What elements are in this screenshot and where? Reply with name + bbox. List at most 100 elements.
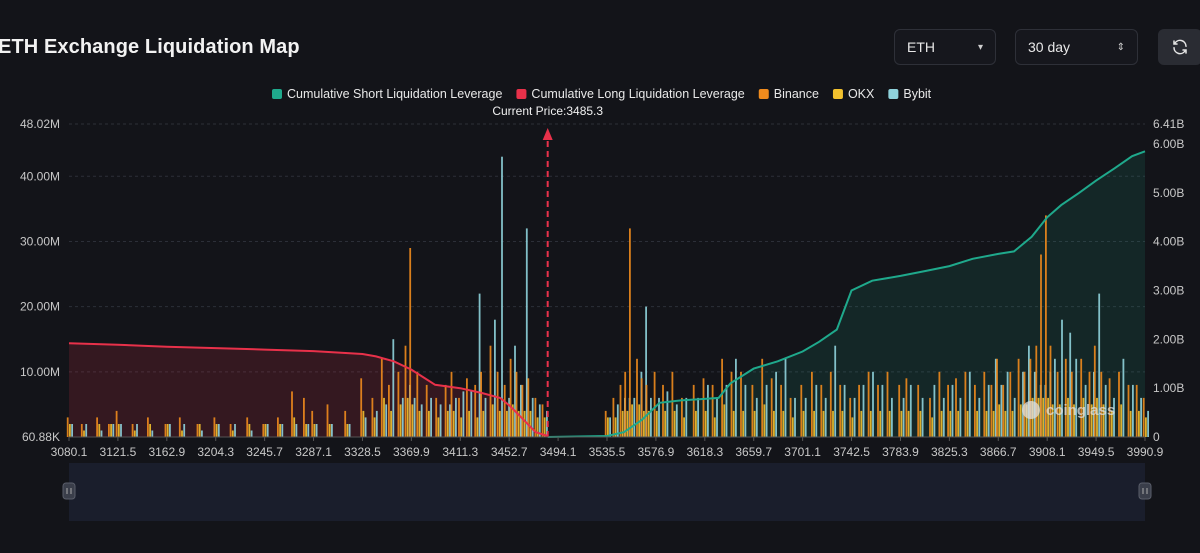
long-line <box>68 342 549 437</box>
bybit-bar <box>470 391 473 437</box>
bybit-bar <box>959 397 962 437</box>
range-slider[interactable] <box>62 463 1152 521</box>
binance-bar <box>1002 384 1005 437</box>
binance-bar <box>360 378 363 437</box>
okx-bar <box>198 424 201 437</box>
okx-bar <box>763 404 766 437</box>
binance-bar <box>1127 384 1130 437</box>
bybit-bar <box>462 391 465 437</box>
bybit-bar <box>538 404 541 437</box>
bybit-bar <box>645 306 647 437</box>
bybit-bar <box>1006 371 1009 437</box>
legend-swatch <box>272 89 282 99</box>
binance-bar <box>996 358 998 437</box>
binance-bar <box>974 384 976 437</box>
bybit-bar <box>815 384 818 437</box>
okx-bar <box>390 410 392 437</box>
okx-bar <box>305 424 307 437</box>
binance-bar <box>990 384 993 437</box>
bybit-bar <box>697 397 699 437</box>
binance-bar <box>1108 378 1111 437</box>
bybit-bar <box>439 404 442 437</box>
binance-bar <box>344 410 347 437</box>
okx-bar <box>511 404 514 437</box>
binance-bar <box>1142 397 1145 437</box>
binance-bar <box>496 371 499 437</box>
binance-bar <box>303 397 305 437</box>
bybit-bar <box>650 397 652 437</box>
bybit-bar <box>843 384 846 437</box>
binance-bar <box>905 378 908 437</box>
okx-bar <box>802 410 805 437</box>
binance-bar <box>849 397 852 437</box>
okx-bar <box>1110 410 1113 437</box>
bybit-bar <box>201 430 203 437</box>
okx-bar <box>83 430 85 437</box>
okx-bar <box>900 410 903 437</box>
x-tick-label: 3369.9 <box>393 445 430 459</box>
bybit-bar <box>794 397 796 437</box>
bybit-bar <box>909 384 912 437</box>
refresh-button[interactable] <box>1158 29 1200 65</box>
bybit-bar <box>933 384 936 437</box>
x-tick-label: 3287.1 <box>295 445 332 459</box>
bybit-bar <box>217 424 220 437</box>
binance-bar <box>624 371 627 437</box>
bybit-bar <box>784 358 787 437</box>
okx-bar <box>517 410 520 437</box>
refresh-icon <box>1173 39 1187 55</box>
binance-bar <box>527 378 530 437</box>
okx-bar <box>683 417 685 437</box>
binance-bar <box>131 424 134 437</box>
bybit-bar <box>520 384 522 437</box>
x-tick-label: 3080.1 <box>51 445 88 459</box>
binance-bar <box>371 397 374 437</box>
legend-swatch <box>888 89 899 99</box>
bybit-bar <box>364 417 367 437</box>
x-tick-label: 3245.7 <box>246 445 283 459</box>
bybit-bar <box>735 358 737 437</box>
x-tick-label: 3783.9 <box>882 445 919 459</box>
binance-bar <box>886 371 889 437</box>
okx-bar <box>133 430 136 437</box>
bybit-bar <box>494 319 496 437</box>
binance-bar <box>425 384 428 437</box>
bybit-bar <box>420 404 423 437</box>
okx-bar <box>482 410 485 437</box>
y-right-tick-label: 0 <box>1153 430 1160 444</box>
binance-bar <box>711 384 714 437</box>
binance-bar <box>740 371 742 437</box>
binance-bar <box>645 384 648 437</box>
page-title: ETH Exchange Liquidation Map <box>0 36 300 58</box>
bybit-bar <box>1000 384 1003 437</box>
binance-bar <box>503 384 506 437</box>
okx-bar <box>293 417 296 437</box>
binance-bar <box>388 384 390 437</box>
okx-bar <box>279 424 281 437</box>
bybit-bar <box>725 384 728 437</box>
coin-select[interactable]: ETH ▾ <box>894 29 996 65</box>
binance-bar <box>761 358 764 437</box>
slider-handle-left[interactable] <box>62 482 76 500</box>
bybit-bar <box>71 424 73 437</box>
bybit-bar <box>902 397 905 437</box>
okx-bar <box>264 424 267 437</box>
bybit-bar <box>1098 293 1101 437</box>
binance-bar <box>1118 371 1120 437</box>
bybit-bar <box>266 424 269 437</box>
binance-bar <box>604 410 607 437</box>
okx-bar <box>149 424 151 437</box>
bybit-bar <box>295 424 298 437</box>
x-tick-label: 3535.5 <box>589 445 626 459</box>
okx-bar <box>418 410 421 437</box>
okx-bar <box>476 417 479 437</box>
binance-bar <box>702 378 705 437</box>
okx-bar <box>822 410 825 437</box>
binance-bar <box>466 378 468 437</box>
okx-bar <box>536 417 539 437</box>
range-select[interactable]: 30 day ⇕ <box>1015 29 1138 65</box>
slider-handle-right[interactable] <box>1138 482 1152 500</box>
okx-bar <box>498 410 501 437</box>
okx-bar <box>1037 397 1040 437</box>
